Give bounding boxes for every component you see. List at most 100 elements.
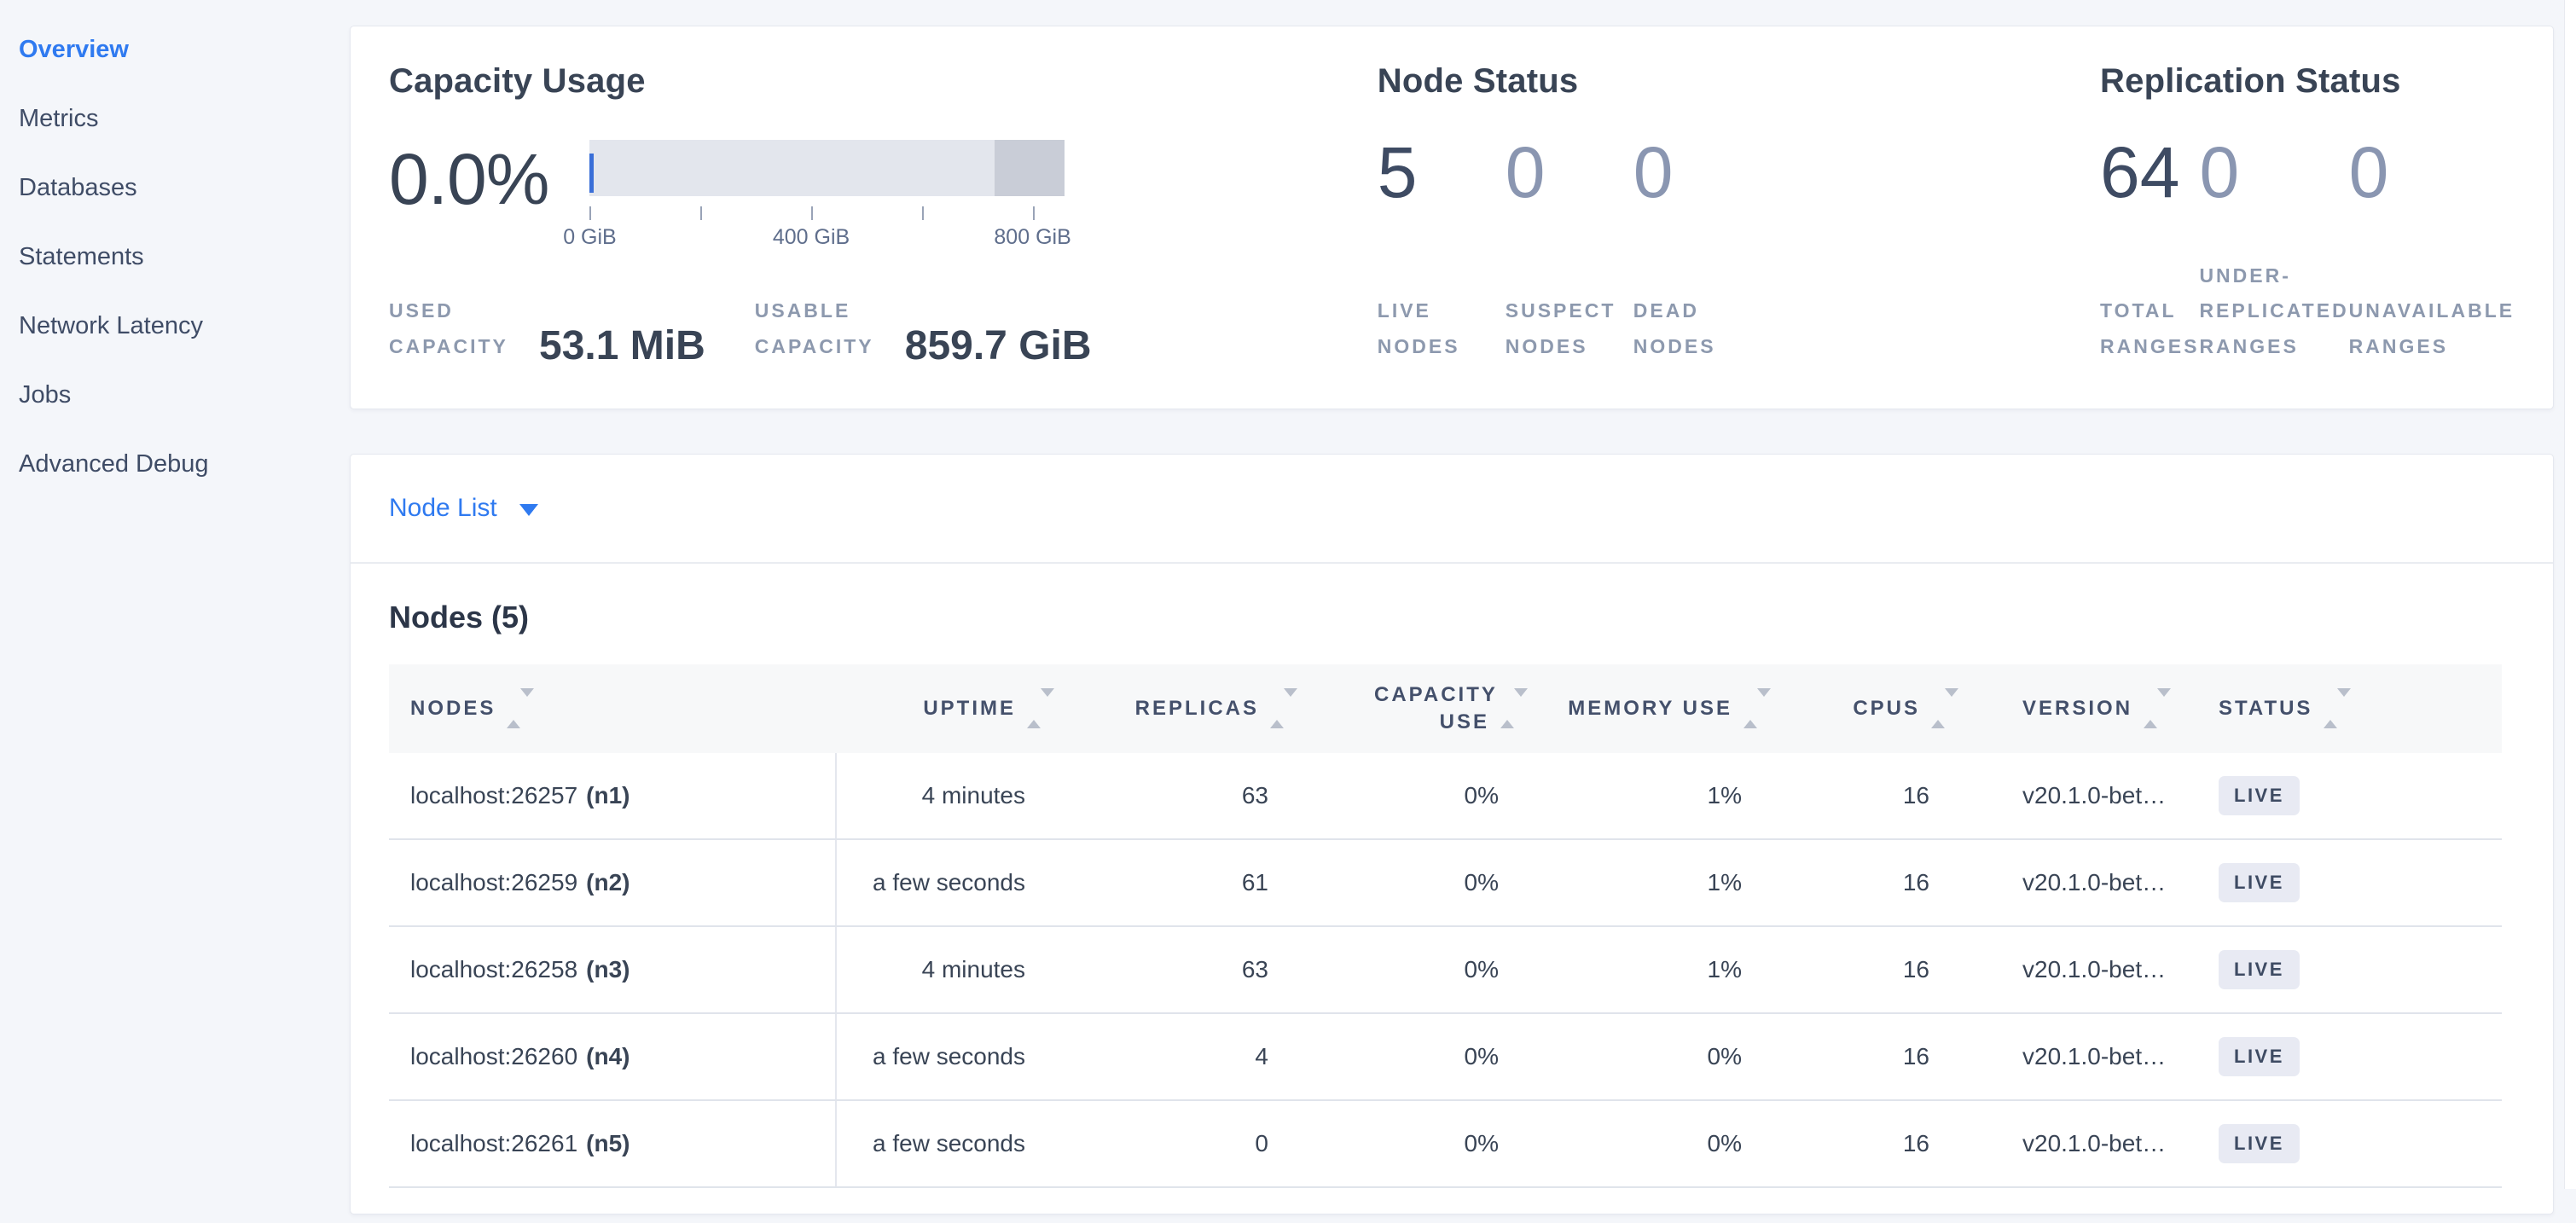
axis-tick-label: 0 GiB [563, 225, 617, 249]
axis-tick-label: 800 GiB [994, 225, 1071, 249]
sidebar-item-overview[interactable]: Overview [19, 36, 129, 63]
live-nodes-stat: 5 LIVE NODES [1378, 136, 1506, 364]
suspect-nodes-stat: 0 SUSPECT NODES [1506, 136, 1633, 364]
replicas-cell: 63 [1241, 956, 1268, 982]
column-label: VERSION [2022, 696, 2133, 720]
memory-use-cell: 0% [1707, 1130, 1742, 1156]
status-badge: LIVE [2219, 950, 2300, 989]
cpus-cell: 16 [1902, 869, 1929, 896]
memory-use-cell: 1% [1707, 869, 1742, 896]
caret-down-icon [519, 504, 538, 516]
unavailable-ranges-stat: 0 UNAVAILABLE RANGES [2349, 136, 2515, 364]
capacity-bar-used-indicator [589, 154, 595, 193]
axis-tick [589, 206, 592, 220]
replication-status-title: Replication Status [2100, 62, 2401, 100]
nodes-table-header: NODES UPTIME REPLICAS CAPACITY USE MEMOR… [389, 664, 2502, 753]
column-label: CAPACITY USE [1374, 682, 1498, 733]
node-address-cell[interactable]: localhost:26260 (n4) [389, 1014, 837, 1099]
column-header-version[interactable]: VERSION [1958, 664, 2219, 753]
axis-tick [1032, 206, 1035, 220]
node-address: localhost:26259 [410, 869, 578, 896]
version-cell: v20.1.0-bet… [2022, 869, 2167, 896]
replicas-cell: 63 [1241, 782, 1268, 809]
cpus-cell: 16 [1902, 1043, 1929, 1069]
column-header-uptime[interactable]: UPTIME [837, 664, 1054, 753]
status-cell: LIVE [2219, 840, 2502, 925]
scrollbar[interactable] [2564, 0, 2576, 1189]
unavailable-ranges-count: 0 [2348, 132, 2389, 212]
column-header-nodes[interactable]: NODES [389, 664, 837, 753]
sidebar-item-statements[interactable]: Statements [19, 243, 144, 270]
unavailable-ranges-label: UNAVAILABLE RANGES [2348, 299, 2515, 357]
suspect-nodes-count: 0 [1505, 132, 1546, 212]
version-cell: v20.1.0-bet… [2022, 956, 2167, 982]
memory-use-cell: 0% [1707, 1043, 1742, 1069]
live-nodes-label: LIVE NODES [1377, 299, 1460, 357]
table-row: localhost:26261 (n5) a few seconds 0 0% … [389, 1101, 2502, 1188]
status-badge: LIVE [2219, 776, 2300, 815]
column-header-memory-use[interactable]: MEMORY USE [1528, 664, 1771, 753]
sidebar-item-jobs[interactable]: Jobs [19, 381, 72, 409]
version-cell: v20.1.0-bet… [2022, 1130, 2167, 1156]
used-capacity-label: USED CAPACITY [389, 299, 508, 357]
under-replicated-ranges-count: 0 [2199, 132, 2240, 212]
sort-icon [1270, 688, 1297, 728]
capacity-use-cell: 0% [1464, 782, 1499, 809]
main-content: Capacity Usage 0.0% [350, 0, 2554, 1223]
memory-use-cell: 1% [1707, 956, 1742, 982]
node-address-cell[interactable]: localhost:26257 (n1) [389, 753, 837, 838]
uptime-cell: 4 minutes [921, 782, 1025, 809]
node-address-cell[interactable]: localhost:26259 (n2) [389, 840, 837, 925]
uptime-cell: a few seconds [873, 1043, 1025, 1069]
node-status-title: Node Status [1377, 62, 1579, 100]
uptime-cell: a few seconds [873, 1130, 1025, 1156]
version-cell: v20.1.0-bet… [2022, 782, 2167, 809]
node-list-view-selector[interactable]: Node List [351, 455, 2553, 564]
sidebar: Overview Metrics Databases Statements Ne… [0, 0, 350, 1189]
column-label: MEMORY USE [1568, 696, 1732, 720]
axis-tick [811, 206, 814, 220]
node-address-cell[interactable]: localhost:26261 (n5) [389, 1101, 837, 1186]
capacity-bar-other-segment [995, 140, 1065, 196]
suspect-nodes-label: SUSPECT NODES [1505, 299, 1616, 357]
sort-icon [2144, 688, 2172, 728]
capacity-bar-track [589, 140, 1065, 196]
node-address: localhost:26257 [410, 782, 578, 809]
column-label: REPLICAS [1134, 696, 1259, 720]
node-id: (n4) [586, 1043, 630, 1069]
sidebar-item-advanced-debug[interactable]: Advanced Debug [19, 450, 209, 478]
status-cell: LIVE [2219, 753, 2502, 838]
sidebar-item-databases[interactable]: Databases [19, 174, 137, 201]
column-header-replicas[interactable]: REPLICAS [1054, 664, 1297, 753]
live-nodes-count: 5 [1377, 132, 1418, 212]
replicas-cell: 4 [1255, 1043, 1268, 1069]
sort-icon [507, 688, 535, 728]
column-header-status[interactable]: STATUS [2219, 664, 2502, 753]
status-badge: LIVE [2219, 1037, 2300, 1076]
node-list-card: Node List Nodes (5) NODES UPTIME REPLICA… [350, 454, 2554, 1214]
node-id: (n3) [586, 956, 630, 982]
sidebar-item-metrics[interactable]: Metrics [19, 105, 99, 132]
node-address-cell[interactable]: localhost:26258 (n3) [389, 927, 837, 1012]
uptime-cell: a few seconds [873, 869, 1025, 896]
replication-status-section: Replication Status 64 TOTAL RANGES 0 UND… [2100, 62, 2515, 364]
table-row: localhost:26258 (n3) 4 minutes 63 0% 1% … [389, 927, 2502, 1014]
node-address: localhost:26261 [410, 1130, 578, 1156]
used-capacity-stat: USED CAPACITY 53.1 MiB [389, 293, 705, 367]
sidebar-item-network-latency[interactable]: Network Latency [19, 312, 203, 339]
dead-nodes-label: DEAD NODES [1633, 299, 1716, 357]
column-header-cpus[interactable]: CPUS [1771, 664, 1958, 753]
capacity-use-cell: 0% [1464, 869, 1499, 896]
total-ranges-label: TOTAL RANGES [2100, 299, 2200, 357]
column-header-capacity-use[interactable]: CAPACITY USE [1297, 664, 1528, 753]
sort-icon [1027, 688, 1054, 728]
status-cell: LIVE [2219, 1101, 2502, 1186]
used-capacity-value: 53.1 MiB [539, 322, 705, 368]
capacity-usage-title: Capacity Usage [389, 62, 646, 100]
table-row: localhost:26259 (n2) a few seconds 61 0%… [389, 840, 2502, 927]
node-id: (n1) [586, 782, 630, 809]
column-label: UPTIME [923, 696, 1016, 720]
usable-capacity-label: USABLE CAPACITY [754, 299, 874, 357]
capacity-use-cell: 0% [1464, 956, 1499, 982]
column-label: STATUS [2219, 696, 2313, 720]
